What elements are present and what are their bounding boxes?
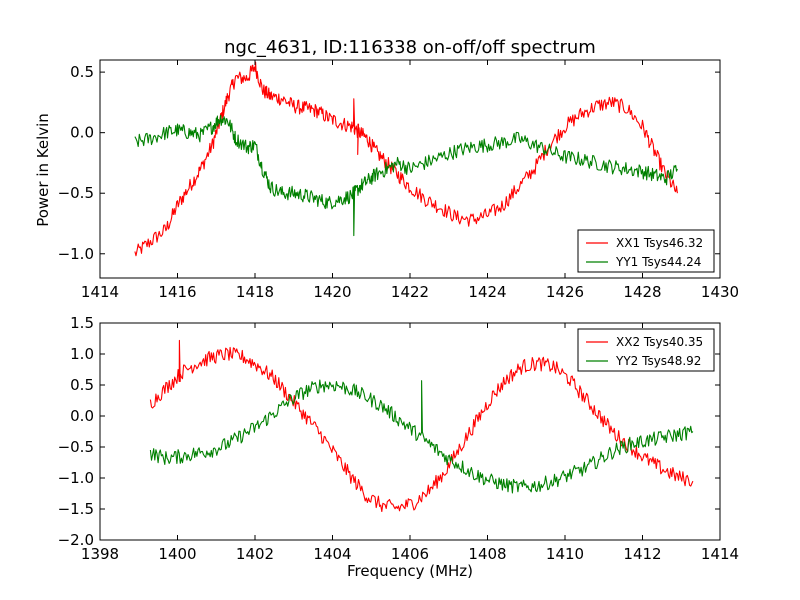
bottom-ytick-label: −1.0 (58, 469, 94, 487)
bottom-xlabel: Frequency (MHz) (347, 562, 473, 580)
bottom-xtick-label: 1410 (546, 545, 584, 563)
top-xtick-label: 1420 (313, 283, 351, 301)
top-xtick-label: 1428 (623, 283, 661, 301)
top-legend-box (577, 229, 715, 273)
bottom-panel: 1398 1400 1402 1404 1406 1408 1410 1412 1414 −2.0… (58, 314, 740, 563)
chart-title: ngc_4631, ID:116338 on-off/off spectrum (224, 37, 596, 58)
bottom-ytick-label: 0.5 (70, 376, 94, 394)
bottom-xtick-label: 1414 (701, 545, 739, 563)
bottom-ytick-label: 1.0 (70, 345, 94, 363)
bottom-series-line-0 (149, 339, 694, 513)
bottom-ytick-label: −2.0 (58, 531, 94, 549)
top-ytick-label: 0.0 (70, 124, 94, 142)
bottom-xtick-label: 1404 (313, 545, 351, 563)
top-legend-label: XX1 Tsys46.32 (616, 236, 703, 250)
top-xtick-label: 1422 (391, 283, 429, 301)
bottom-xtick-label: 1402 (236, 545, 274, 563)
top-xtick-label: 1424 (468, 283, 506, 301)
bottom-ytick-label: −0.5 (58, 438, 94, 456)
top-ytick-label: −1.0 (58, 245, 94, 263)
bottom-legend-label: XX2 Tsys40.35 (616, 335, 703, 349)
top-series-line-1 (134, 114, 678, 237)
bottom-xtick-label: 1412 (623, 545, 661, 563)
top-ytick-label: 0.5 (70, 63, 94, 81)
bottom-xtick-label: 1400 (158, 545, 196, 563)
top-xtick-label: 1414 (81, 283, 119, 301)
bottom-legend-box (577, 328, 715, 372)
bottom-xtick-label: 1406 (391, 545, 429, 563)
top-xtick-label: 1426 (546, 283, 584, 301)
top-ytick-label: −0.5 (58, 184, 94, 202)
top-xtick-label: 1416 (158, 283, 196, 301)
bottom-xtick-label: 1408 (468, 545, 506, 563)
top-legend-label: YY1 Tsys44.24 (615, 255, 701, 269)
bottom-series-line-1 (149, 379, 694, 494)
bottom-ytick-label: 0.0 (70, 407, 94, 425)
bottom-ytick-label: −1.5 (58, 500, 94, 518)
top-panel: 1414 1416 1418 1420 1422 1424 1426 1428 1430 −1.0… (58, 59, 739, 301)
bottom-xtick-label: 1398 (81, 545, 119, 563)
bottom-legend-label: YY2 Tsys48.92 (615, 354, 701, 368)
top-xtick-label: 1430 (701, 283, 739, 301)
bottom-ytick-label: 1.5 (70, 314, 94, 332)
top-xtick-label: 1418 (236, 283, 274, 301)
top-ylabel: Power in Kelvin (34, 113, 52, 227)
top-series-line-0 (134, 61, 678, 257)
